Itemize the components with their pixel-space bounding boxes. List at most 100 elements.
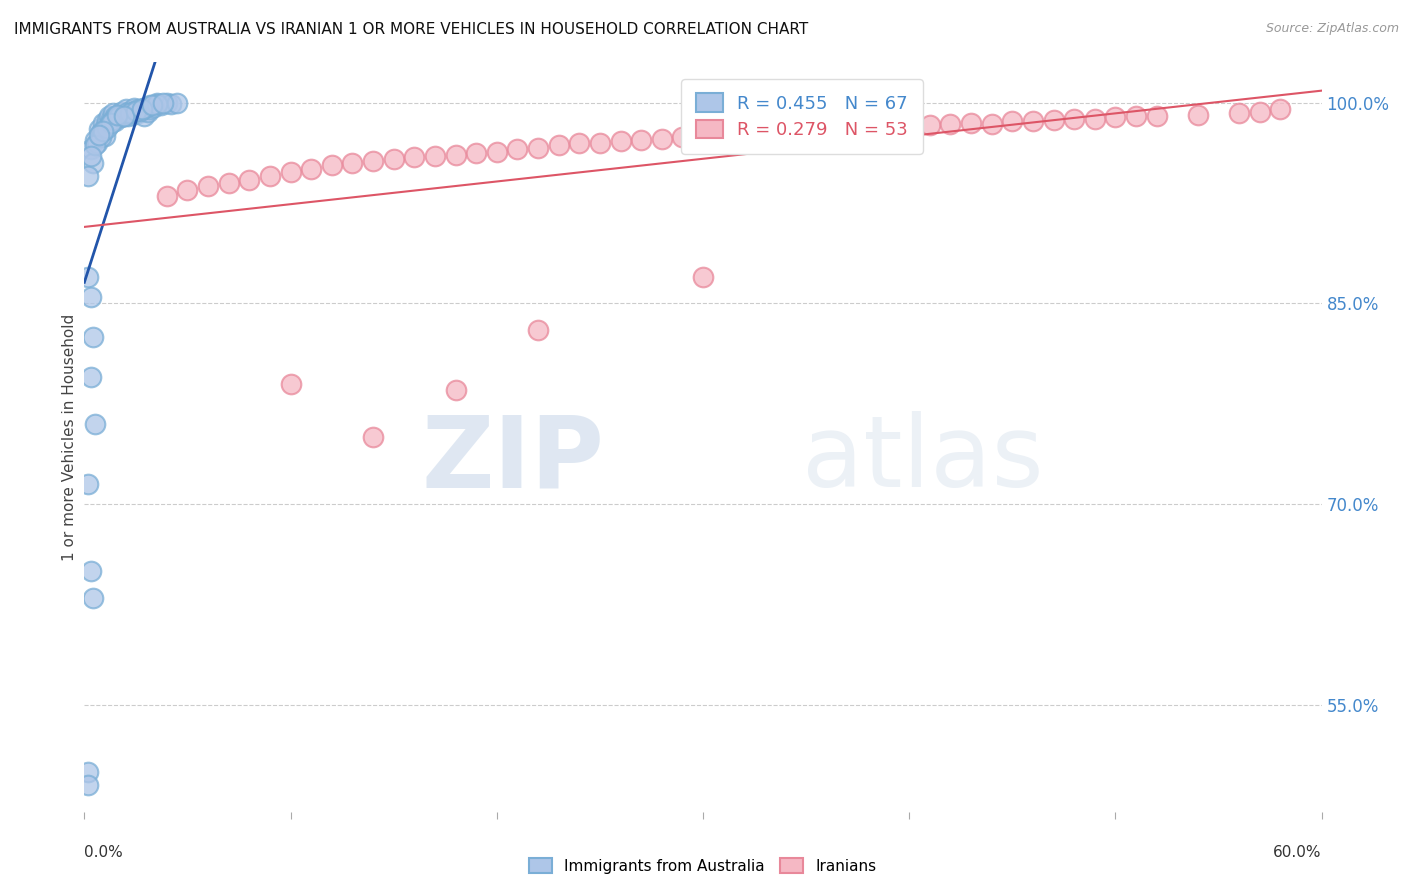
Point [94, 128, 117, 143]
Point [166, 95, 188, 110]
Point [465, 146, 488, 161]
Point [342, 156, 364, 170]
Point [218, 176, 240, 190]
Point [105, 110, 128, 124]
Point [98, 118, 121, 132]
Point [91, 123, 114, 137]
Point [79, 142, 101, 157]
Point [129, 103, 152, 118]
Legend: R = 0.455   N = 67, R = 0.279   N = 53: R = 0.455 N = 67, R = 0.279 N = 53 [682, 79, 922, 153]
Text: 60.0%: 60.0% [1274, 846, 1322, 860]
Point [125, 103, 148, 118]
Point [96, 112, 118, 127]
Point [91, 115, 114, 129]
Point [1270, 102, 1292, 116]
Point [939, 117, 962, 131]
Point [361, 154, 384, 169]
Point [87, 122, 110, 136]
Point [136, 105, 159, 120]
Point [837, 122, 859, 136]
Point [321, 159, 343, 173]
Point [1022, 114, 1045, 128]
Point [299, 162, 322, 177]
Point [83, 417, 105, 431]
Point [238, 173, 260, 187]
Point [361, 430, 384, 444]
Point [131, 102, 153, 116]
Point [79, 369, 101, 384]
Point [105, 107, 128, 121]
Point [125, 105, 148, 120]
Point [118, 106, 141, 120]
Point [1042, 112, 1064, 127]
Point [506, 142, 529, 157]
Point [1084, 112, 1107, 126]
Point [485, 145, 508, 159]
Point [104, 109, 127, 123]
Point [112, 109, 135, 123]
Point [143, 99, 166, 113]
Point [139, 102, 162, 116]
Point [609, 134, 631, 148]
Point [112, 109, 135, 123]
Point [135, 99, 157, 113]
Point [160, 96, 183, 111]
Point [527, 141, 550, 155]
Point [754, 128, 776, 142]
Point [815, 123, 838, 137]
Point [131, 103, 153, 118]
Point [651, 132, 673, 146]
Point [98, 109, 121, 123]
Point [100, 112, 122, 126]
Point [589, 136, 612, 150]
Point [94, 120, 117, 134]
Text: Source: ZipAtlas.com: Source: ZipAtlas.com [1265, 22, 1399, 36]
Point [423, 149, 446, 163]
Text: ZIP: ZIP [422, 411, 605, 508]
Point [1104, 110, 1126, 124]
Point [156, 189, 179, 203]
Point [1187, 107, 1209, 121]
Point [733, 128, 755, 142]
Point [127, 102, 149, 116]
Point [108, 107, 131, 121]
Point [121, 105, 143, 120]
Point [794, 125, 817, 139]
Point [671, 130, 693, 145]
Point [122, 105, 145, 120]
Point [176, 183, 198, 197]
Point [280, 165, 302, 179]
Point [1125, 109, 1147, 123]
Point [110, 105, 132, 120]
Point [96, 121, 118, 136]
Point [145, 95, 167, 110]
Point [83, 133, 105, 147]
Point [1001, 114, 1024, 128]
Point [139, 98, 162, 112]
Point [110, 110, 132, 124]
Legend: Immigrants from Australia, Iranians: Immigrants from Australia, Iranians [523, 852, 883, 880]
Point [980, 117, 1002, 131]
Point [121, 107, 143, 121]
Point [103, 106, 125, 120]
Point [79, 564, 101, 578]
Point [547, 138, 569, 153]
Point [90, 125, 112, 139]
Point [382, 152, 405, 166]
Point [79, 289, 101, 303]
Point [692, 269, 714, 284]
Text: IMMIGRANTS FROM AUSTRALIA VS IRANIAN 1 OR MORE VEHICLES IN HOUSEHOLD CORRELATION: IMMIGRANTS FROM AUSTRALIA VS IRANIAN 1 O… [14, 22, 808, 37]
Point [134, 101, 156, 115]
Point [114, 106, 136, 120]
Point [77, 778, 100, 792]
Point [918, 118, 941, 132]
Point [108, 109, 131, 123]
Point [856, 121, 879, 136]
Point [117, 106, 139, 120]
Point [145, 96, 167, 111]
Point [77, 764, 100, 779]
Point [104, 114, 127, 128]
Point [877, 120, 900, 134]
Point [82, 156, 104, 170]
Point [152, 95, 174, 110]
